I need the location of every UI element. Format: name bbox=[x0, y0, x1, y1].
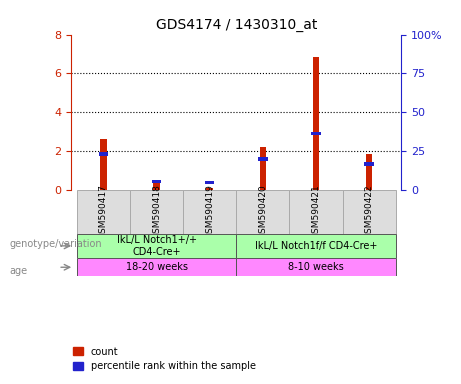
Bar bbox=[100, 139, 106, 190]
Text: 8-10 weeks: 8-10 weeks bbox=[288, 262, 344, 272]
Text: GSM590417: GSM590417 bbox=[99, 184, 108, 239]
FancyBboxPatch shape bbox=[77, 258, 236, 276]
FancyBboxPatch shape bbox=[236, 234, 396, 258]
Text: genotype/variation: genotype/variation bbox=[9, 239, 102, 249]
FancyBboxPatch shape bbox=[130, 190, 183, 234]
Text: IkL/L Notch1f/f CD4-Cre+: IkL/L Notch1f/f CD4-Cre+ bbox=[255, 241, 377, 251]
FancyBboxPatch shape bbox=[343, 190, 396, 234]
FancyBboxPatch shape bbox=[77, 190, 130, 234]
Bar bbox=[152, 179, 161, 183]
Bar bbox=[205, 181, 214, 184]
Text: IkL/L Notch1+/+
CD4-Cre+: IkL/L Notch1+/+ CD4-Cre+ bbox=[117, 235, 196, 257]
Bar bbox=[154, 181, 160, 190]
Text: GSM590421: GSM590421 bbox=[312, 184, 320, 239]
Text: 18-20 weeks: 18-20 weeks bbox=[125, 262, 188, 272]
Text: GSM590418: GSM590418 bbox=[152, 184, 161, 239]
Text: age: age bbox=[9, 266, 27, 276]
Bar bbox=[366, 154, 372, 190]
Text: GSM590422: GSM590422 bbox=[365, 185, 374, 239]
Bar bbox=[311, 132, 321, 136]
FancyBboxPatch shape bbox=[77, 234, 236, 258]
Bar bbox=[258, 157, 268, 161]
FancyBboxPatch shape bbox=[236, 190, 290, 234]
Bar bbox=[313, 57, 319, 190]
FancyBboxPatch shape bbox=[290, 190, 343, 234]
Text: GSM590420: GSM590420 bbox=[258, 184, 267, 239]
Title: GDS4174 / 1430310_at: GDS4174 / 1430310_at bbox=[155, 18, 317, 32]
FancyBboxPatch shape bbox=[236, 258, 396, 276]
Bar bbox=[207, 188, 213, 190]
Bar bbox=[364, 162, 374, 166]
FancyBboxPatch shape bbox=[183, 190, 236, 234]
Text: GSM590419: GSM590419 bbox=[205, 184, 214, 239]
Bar bbox=[99, 152, 108, 156]
Bar bbox=[260, 147, 266, 190]
Legend: count, percentile rank within the sample: count, percentile rank within the sample bbox=[70, 343, 260, 375]
